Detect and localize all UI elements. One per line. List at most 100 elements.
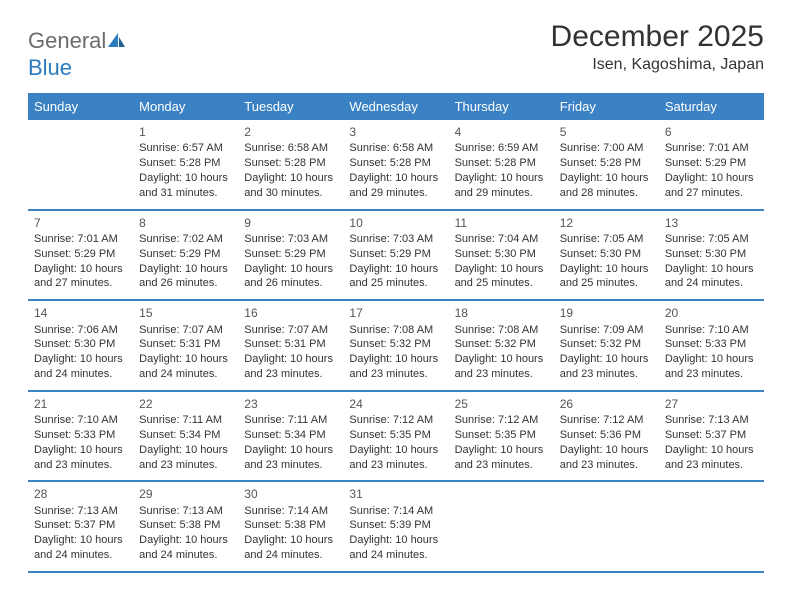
sunrise-line: Sunrise: 7:00 AM — [560, 141, 653, 156]
day-number: 14 — [34, 305, 127, 321]
logo-text: GeneralBlue — [28, 28, 126, 81]
daylight-line: Daylight: 10 hours and 24 minutes. — [34, 352, 127, 382]
sunset-line: Sunset: 5:39 PM — [349, 518, 442, 533]
daylight-line: Daylight: 10 hours and 27 minutes. — [665, 171, 758, 201]
title-block: December 2025 Isen, Kagoshima, Japan — [551, 20, 764, 74]
day-cell — [28, 120, 133, 209]
day-cell: 7Sunrise: 7:01 AMSunset: 5:29 PMDaylight… — [28, 211, 133, 300]
sunset-line: Sunset: 5:28 PM — [560, 156, 653, 171]
daylight-line: Daylight: 10 hours and 24 minutes. — [139, 352, 232, 382]
sunset-line: Sunset: 5:29 PM — [665, 156, 758, 171]
header: GeneralBlue December 2025 Isen, Kagoshim… — [28, 20, 764, 81]
sunrise-line: Sunrise: 7:06 AM — [34, 323, 127, 338]
sunrise-line: Sunrise: 7:13 AM — [139, 504, 232, 519]
sunrise-line: Sunrise: 6:58 AM — [349, 141, 442, 156]
day-cell: 13Sunrise: 7:05 AMSunset: 5:30 PMDayligh… — [659, 211, 764, 300]
sunrise-line: Sunrise: 7:11 AM — [244, 413, 337, 428]
sunset-line: Sunset: 5:29 PM — [349, 247, 442, 262]
day-cell: 12Sunrise: 7:05 AMSunset: 5:30 PMDayligh… — [554, 211, 659, 300]
day-number: 29 — [139, 486, 232, 502]
day-number: 10 — [349, 215, 442, 231]
calendar: SundayMondayTuesdayWednesdayThursdayFrid… — [28, 93, 764, 573]
sunrise-line: Sunrise: 7:01 AM — [34, 232, 127, 247]
day-cell: 19Sunrise: 7:09 AMSunset: 5:32 PMDayligh… — [554, 301, 659, 390]
day-number: 17 — [349, 305, 442, 321]
day-cell — [554, 482, 659, 571]
daylight-line: Daylight: 10 hours and 23 minutes. — [455, 443, 548, 473]
sunset-line: Sunset: 5:32 PM — [455, 337, 548, 352]
day-header-cell: Wednesday — [343, 93, 448, 120]
sunrise-line: Sunrise: 7:14 AM — [349, 504, 442, 519]
sunset-line: Sunset: 5:28 PM — [139, 156, 232, 171]
day-cell: 26Sunrise: 7:12 AMSunset: 5:36 PMDayligh… — [554, 392, 659, 481]
day-number: 9 — [244, 215, 337, 231]
day-cell: 6Sunrise: 7:01 AMSunset: 5:29 PMDaylight… — [659, 120, 764, 209]
daylight-line: Daylight: 10 hours and 30 minutes. — [244, 171, 337, 201]
sunset-line: Sunset: 5:28 PM — [455, 156, 548, 171]
daylight-line: Daylight: 10 hours and 23 minutes. — [455, 352, 548, 382]
sunrise-line: Sunrise: 7:02 AM — [139, 232, 232, 247]
day-number: 21 — [34, 396, 127, 412]
day-number: 26 — [560, 396, 653, 412]
day-number: 19 — [560, 305, 653, 321]
day-number: 8 — [139, 215, 232, 231]
week-row: 21Sunrise: 7:10 AMSunset: 5:33 PMDayligh… — [28, 392, 764, 483]
week-row: 7Sunrise: 7:01 AMSunset: 5:29 PMDaylight… — [28, 211, 764, 302]
day-header-cell: Tuesday — [238, 93, 343, 120]
day-cell: 15Sunrise: 7:07 AMSunset: 5:31 PMDayligh… — [133, 301, 238, 390]
week-row: 28Sunrise: 7:13 AMSunset: 5:37 PMDayligh… — [28, 482, 764, 573]
day-cell: 28Sunrise: 7:13 AMSunset: 5:37 PMDayligh… — [28, 482, 133, 571]
sunrise-line: Sunrise: 7:12 AM — [455, 413, 548, 428]
daylight-line: Daylight: 10 hours and 27 minutes. — [34, 262, 127, 292]
daylight-line: Daylight: 10 hours and 23 minutes. — [244, 352, 337, 382]
daylight-line: Daylight: 10 hours and 24 minutes. — [665, 262, 758, 292]
day-number: 25 — [455, 396, 548, 412]
daylight-line: Daylight: 10 hours and 26 minutes. — [139, 262, 232, 292]
sunset-line: Sunset: 5:37 PM — [34, 518, 127, 533]
daylight-line: Daylight: 10 hours and 23 minutes. — [665, 443, 758, 473]
sunset-line: Sunset: 5:35 PM — [455, 428, 548, 443]
daylight-line: Daylight: 10 hours and 25 minutes. — [349, 262, 442, 292]
day-number: 5 — [560, 124, 653, 140]
day-cell: 11Sunrise: 7:04 AMSunset: 5:30 PMDayligh… — [449, 211, 554, 300]
sunset-line: Sunset: 5:28 PM — [244, 156, 337, 171]
daylight-line: Daylight: 10 hours and 24 minutes. — [349, 533, 442, 563]
daylight-line: Daylight: 10 hours and 24 minutes. — [139, 533, 232, 563]
day-number: 4 — [455, 124, 548, 140]
day-number: 22 — [139, 396, 232, 412]
sunset-line: Sunset: 5:31 PM — [244, 337, 337, 352]
day-cell: 2Sunrise: 6:58 AMSunset: 5:28 PMDaylight… — [238, 120, 343, 209]
sunset-line: Sunset: 5:33 PM — [34, 428, 127, 443]
sunrise-line: Sunrise: 7:08 AM — [455, 323, 548, 338]
day-cell: 5Sunrise: 7:00 AMSunset: 5:28 PMDaylight… — [554, 120, 659, 209]
day-number: 11 — [455, 215, 548, 231]
day-cell: 17Sunrise: 7:08 AMSunset: 5:32 PMDayligh… — [343, 301, 448, 390]
daylight-line: Daylight: 10 hours and 23 minutes. — [244, 443, 337, 473]
day-cell: 30Sunrise: 7:14 AMSunset: 5:38 PMDayligh… — [238, 482, 343, 571]
day-number: 23 — [244, 396, 337, 412]
daylight-line: Daylight: 10 hours and 23 minutes. — [560, 352, 653, 382]
sunrise-line: Sunrise: 7:12 AM — [560, 413, 653, 428]
sunrise-line: Sunrise: 7:07 AM — [244, 323, 337, 338]
day-number: 20 — [665, 305, 758, 321]
sunrise-line: Sunrise: 7:01 AM — [665, 141, 758, 156]
week-row: 14Sunrise: 7:06 AMSunset: 5:30 PMDayligh… — [28, 301, 764, 392]
daylight-line: Daylight: 10 hours and 29 minutes. — [455, 171, 548, 201]
day-number: 6 — [665, 124, 758, 140]
daylight-line: Daylight: 10 hours and 23 minutes. — [349, 352, 442, 382]
daylight-line: Daylight: 10 hours and 23 minutes. — [665, 352, 758, 382]
sunrise-line: Sunrise: 7:14 AM — [244, 504, 337, 519]
sunrise-line: Sunrise: 6:58 AM — [244, 141, 337, 156]
daylight-line: Daylight: 10 hours and 23 minutes. — [34, 443, 127, 473]
day-cell: 4Sunrise: 6:59 AMSunset: 5:28 PMDaylight… — [449, 120, 554, 209]
day-cell: 1Sunrise: 6:57 AMSunset: 5:28 PMDaylight… — [133, 120, 238, 209]
sunset-line: Sunset: 5:30 PM — [34, 337, 127, 352]
daylight-line: Daylight: 10 hours and 23 minutes. — [139, 443, 232, 473]
day-cell: 18Sunrise: 7:08 AMSunset: 5:32 PMDayligh… — [449, 301, 554, 390]
sunrise-line: Sunrise: 6:57 AM — [139, 141, 232, 156]
daylight-line: Daylight: 10 hours and 23 minutes. — [349, 443, 442, 473]
sunset-line: Sunset: 5:30 PM — [455, 247, 548, 262]
week-row: 1Sunrise: 6:57 AMSunset: 5:28 PMDaylight… — [28, 120, 764, 211]
sunrise-line: Sunrise: 7:12 AM — [349, 413, 442, 428]
day-header-cell: Friday — [554, 93, 659, 120]
